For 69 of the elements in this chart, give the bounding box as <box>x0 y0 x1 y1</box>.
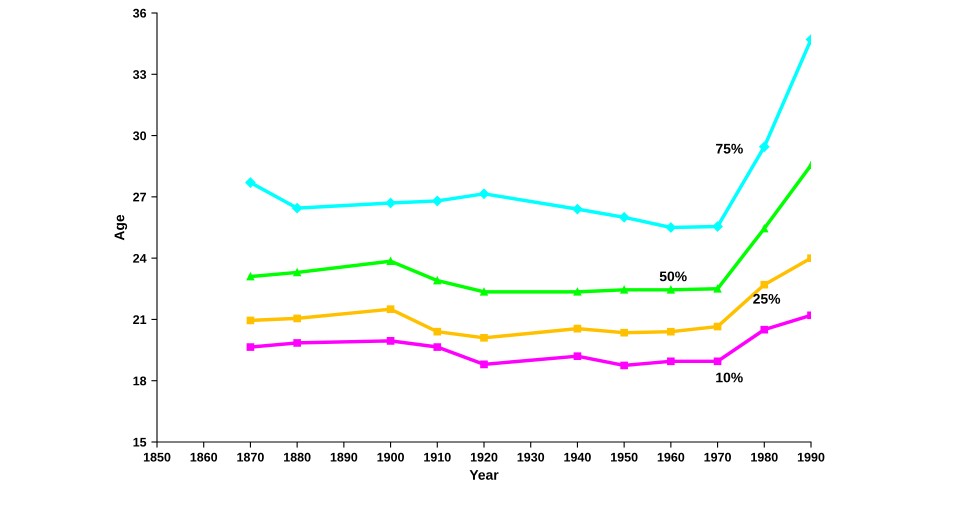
point <box>759 142 770 152</box>
point <box>667 357 675 366</box>
point <box>666 222 676 233</box>
point <box>386 337 394 345</box>
point <box>574 324 582 332</box>
point <box>293 314 301 322</box>
point <box>385 198 396 208</box>
point <box>480 288 488 296</box>
x-tick-label: 1870 <box>237 452 264 462</box>
x-axis-title: Year <box>470 470 498 480</box>
point <box>572 204 583 214</box>
y-tick-label: 21 <box>133 315 146 324</box>
point <box>433 328 442 336</box>
x-tick-label: 1900 <box>377 452 404 462</box>
x-tick-label: 1880 <box>284 452 311 462</box>
point <box>619 212 630 222</box>
series-label: 50% <box>660 271 687 282</box>
series-label: 10% <box>716 372 743 382</box>
point <box>432 196 442 206</box>
point <box>293 339 301 347</box>
point <box>574 288 582 296</box>
x-tick-label: 1920 <box>470 452 498 462</box>
point <box>386 257 394 266</box>
x-tick-label: 1930 <box>518 452 544 462</box>
point <box>620 286 628 294</box>
point <box>760 280 768 289</box>
y-tick-label: 18 <box>133 376 146 386</box>
point <box>712 221 723 232</box>
point <box>478 188 490 199</box>
series-label: 75% <box>716 144 743 154</box>
point <box>667 328 675 336</box>
y-tick-label: 27 <box>133 192 146 202</box>
point <box>433 343 442 351</box>
x-tick-label: 1850 <box>144 452 170 462</box>
point <box>433 276 442 284</box>
x-tick-label: 1980 <box>751 452 778 462</box>
x-tick-label: 1960 <box>658 452 684 462</box>
y-tick-label: 30 <box>132 131 146 140</box>
y-tick-label: 33 <box>132 70 146 79</box>
x-tick-label: 1940 <box>564 452 591 462</box>
point <box>293 268 301 276</box>
x-tick-label: 1950 <box>611 452 638 462</box>
point <box>480 360 488 368</box>
point <box>386 305 394 314</box>
point <box>246 272 254 280</box>
x-tick-label: 1860 <box>190 452 218 462</box>
y-tick-label: 36 <box>132 8 146 18</box>
point <box>620 328 628 337</box>
x-tick-label: 1990 <box>798 452 824 462</box>
point <box>480 334 488 342</box>
series-label: 25% <box>753 294 780 304</box>
point <box>245 177 256 188</box>
y-tick-label: 15 <box>133 438 146 447</box>
x-tick-label: 1910 <box>424 452 451 462</box>
point <box>246 316 254 324</box>
point <box>760 326 768 334</box>
point <box>714 284 722 293</box>
point <box>667 286 675 294</box>
y-axis-title: Age <box>114 214 128 240</box>
x-tick-label: 1890 <box>330 452 358 462</box>
point <box>760 224 768 232</box>
y-tick-label: 24 <box>133 254 147 263</box>
point <box>714 322 722 330</box>
point <box>246 343 254 351</box>
point <box>620 362 628 370</box>
point <box>714 357 722 366</box>
point <box>574 352 582 360</box>
x-tick-label: 1970 <box>704 452 731 462</box>
point <box>292 202 302 214</box>
